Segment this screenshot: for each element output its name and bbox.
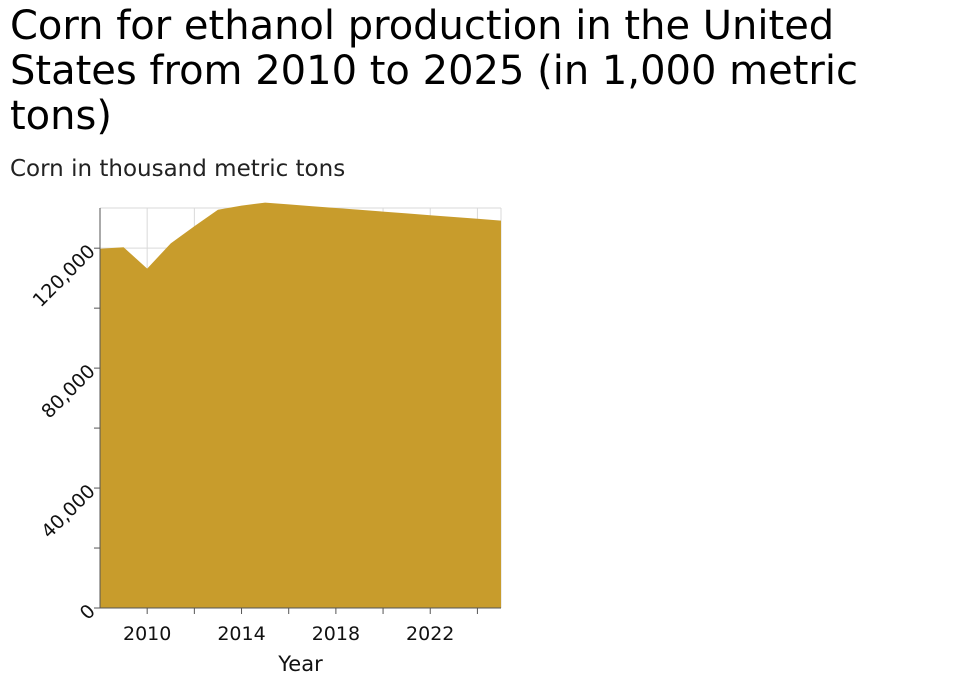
chart-subtitle: Corn in thousand metric tons (10, 156, 346, 182)
axes (94, 208, 501, 614)
y-tick-label: 40,000 (37, 480, 100, 543)
y-tick-label: 0 (76, 600, 100, 624)
x-tick-label: 2010 (123, 623, 171, 645)
x-tick-label: 2018 (312, 623, 360, 645)
y-tick-label: 80,000 (37, 360, 100, 423)
area-series (100, 202, 501, 608)
x-axis-title: Year (277, 652, 323, 676)
area-fill (100, 202, 501, 608)
x-tick-label: 2022 (406, 623, 454, 645)
x-tick-label: 2014 (217, 623, 265, 645)
y-tick-label: 120,000 (29, 240, 100, 311)
chart-title: Corn for ethanol production in the Unite… (10, 3, 858, 139)
